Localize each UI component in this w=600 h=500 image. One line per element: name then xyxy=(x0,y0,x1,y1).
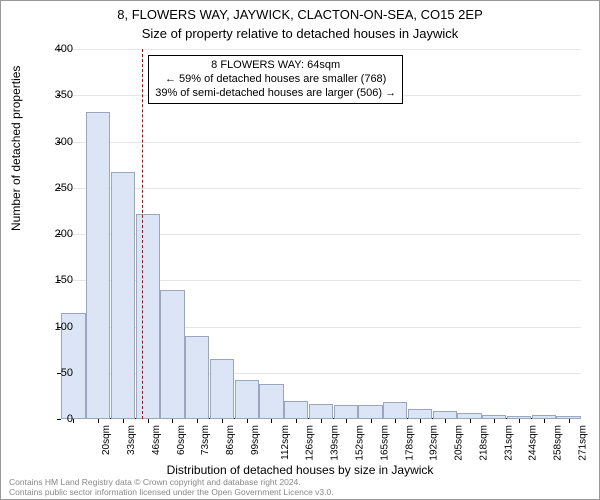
x-tick xyxy=(346,419,347,423)
x-tick-label: 152sqm xyxy=(355,425,366,461)
y-tick-label: 300 xyxy=(41,136,73,148)
x-tick xyxy=(172,419,173,423)
x-tick xyxy=(98,419,99,423)
x-tick-label: 258sqm xyxy=(553,425,564,461)
histogram-bar xyxy=(259,384,283,419)
x-tick xyxy=(519,419,520,423)
histogram-bar xyxy=(309,404,333,419)
x-tick-label: 46sqm xyxy=(151,425,162,455)
x-tick xyxy=(494,419,495,423)
x-tick-label: 126sqm xyxy=(305,425,316,461)
histogram-bar xyxy=(284,401,308,420)
x-tick-label: 218sqm xyxy=(478,425,489,461)
x-tick xyxy=(296,419,297,423)
histogram-bar xyxy=(210,359,234,419)
y-tick-label: 150 xyxy=(41,274,73,286)
x-tick xyxy=(544,419,545,423)
title-sub: Size of property relative to detached ho… xyxy=(1,26,599,41)
x-tick xyxy=(247,419,248,423)
gridline xyxy=(61,142,581,143)
histogram-bar xyxy=(160,290,184,420)
annotation-line-3: 39% of semi-detached houses are larger (… xyxy=(155,87,396,101)
annotation-line-1: 8 FLOWERS WAY: 64sqm xyxy=(155,59,396,73)
x-tick-label: 244sqm xyxy=(528,425,539,461)
histogram-bar xyxy=(86,112,110,419)
x-tick-label: 231sqm xyxy=(503,425,514,461)
x-tick xyxy=(148,419,149,423)
x-tick-label: 112sqm xyxy=(280,425,291,460)
histogram-bar xyxy=(334,405,358,419)
y-tick-label: 0 xyxy=(41,413,73,425)
x-tick xyxy=(197,419,198,423)
x-tick-label: 192sqm xyxy=(429,425,440,461)
histogram-bar xyxy=(185,336,209,419)
x-tick-label: 73sqm xyxy=(200,425,211,455)
annotation-box: 8 FLOWERS WAY: 64sqm← 59% of detached ho… xyxy=(148,55,403,104)
gridline xyxy=(61,188,581,189)
annotation-line-2: ← 59% of detached houses are smaller (76… xyxy=(155,73,396,87)
y-tick-label: 100 xyxy=(41,321,73,333)
histogram-bar xyxy=(408,409,432,419)
x-tick xyxy=(321,419,322,423)
histogram-bar xyxy=(136,214,160,419)
gridline xyxy=(61,49,581,50)
marker-line xyxy=(142,49,143,419)
title-main: 8, FLOWERS WAY, JAYWICK, CLACTON-ON-SEA,… xyxy=(1,7,599,22)
x-tick-label: 86sqm xyxy=(225,425,236,455)
x-tick xyxy=(371,419,372,423)
x-tick-label: 139sqm xyxy=(330,425,341,461)
footer-attribution: Contains HM Land Registry data © Crown c… xyxy=(9,478,334,497)
y-tick-label: 50 xyxy=(41,367,73,379)
x-tick-label: 178sqm xyxy=(404,425,415,461)
histogram-bar xyxy=(383,402,407,419)
y-tick-label: 350 xyxy=(41,89,73,101)
x-tick xyxy=(222,419,223,423)
x-tick xyxy=(271,419,272,423)
x-tick-label: 205sqm xyxy=(454,425,465,461)
y-tick-label: 400 xyxy=(41,43,73,55)
footer-line-2: Contains public sector information licen… xyxy=(9,488,334,497)
x-axis-label: Distribution of detached houses by size … xyxy=(1,463,599,477)
x-tick-label: 99sqm xyxy=(250,425,261,455)
histogram-bar xyxy=(433,411,457,419)
histogram-bar xyxy=(235,380,259,419)
x-tick xyxy=(470,419,471,423)
x-tick-label: 60sqm xyxy=(176,425,187,455)
y-tick-label: 200 xyxy=(41,228,73,240)
x-tick-label: 165sqm xyxy=(379,425,390,461)
chart-container: 8, FLOWERS WAY, JAYWICK, CLACTON-ON-SEA,… xyxy=(0,0,600,500)
histogram-bar xyxy=(111,172,135,419)
x-tick-label: 33sqm xyxy=(126,425,137,455)
x-tick-label: 271sqm xyxy=(577,425,588,461)
x-tick xyxy=(420,419,421,423)
x-tick xyxy=(445,419,446,423)
histogram-bar xyxy=(358,405,382,419)
y-axis-label: Number of detached properties xyxy=(9,66,23,231)
x-tick-label: 20sqm xyxy=(101,425,112,455)
x-tick xyxy=(395,419,396,423)
x-tick xyxy=(73,419,74,423)
plot-area: 20sqm33sqm46sqm60sqm73sqm86sqm99sqm112sq… xyxy=(61,49,581,419)
y-tick-label: 250 xyxy=(41,182,73,194)
x-tick xyxy=(569,419,570,423)
x-tick xyxy=(123,419,124,423)
